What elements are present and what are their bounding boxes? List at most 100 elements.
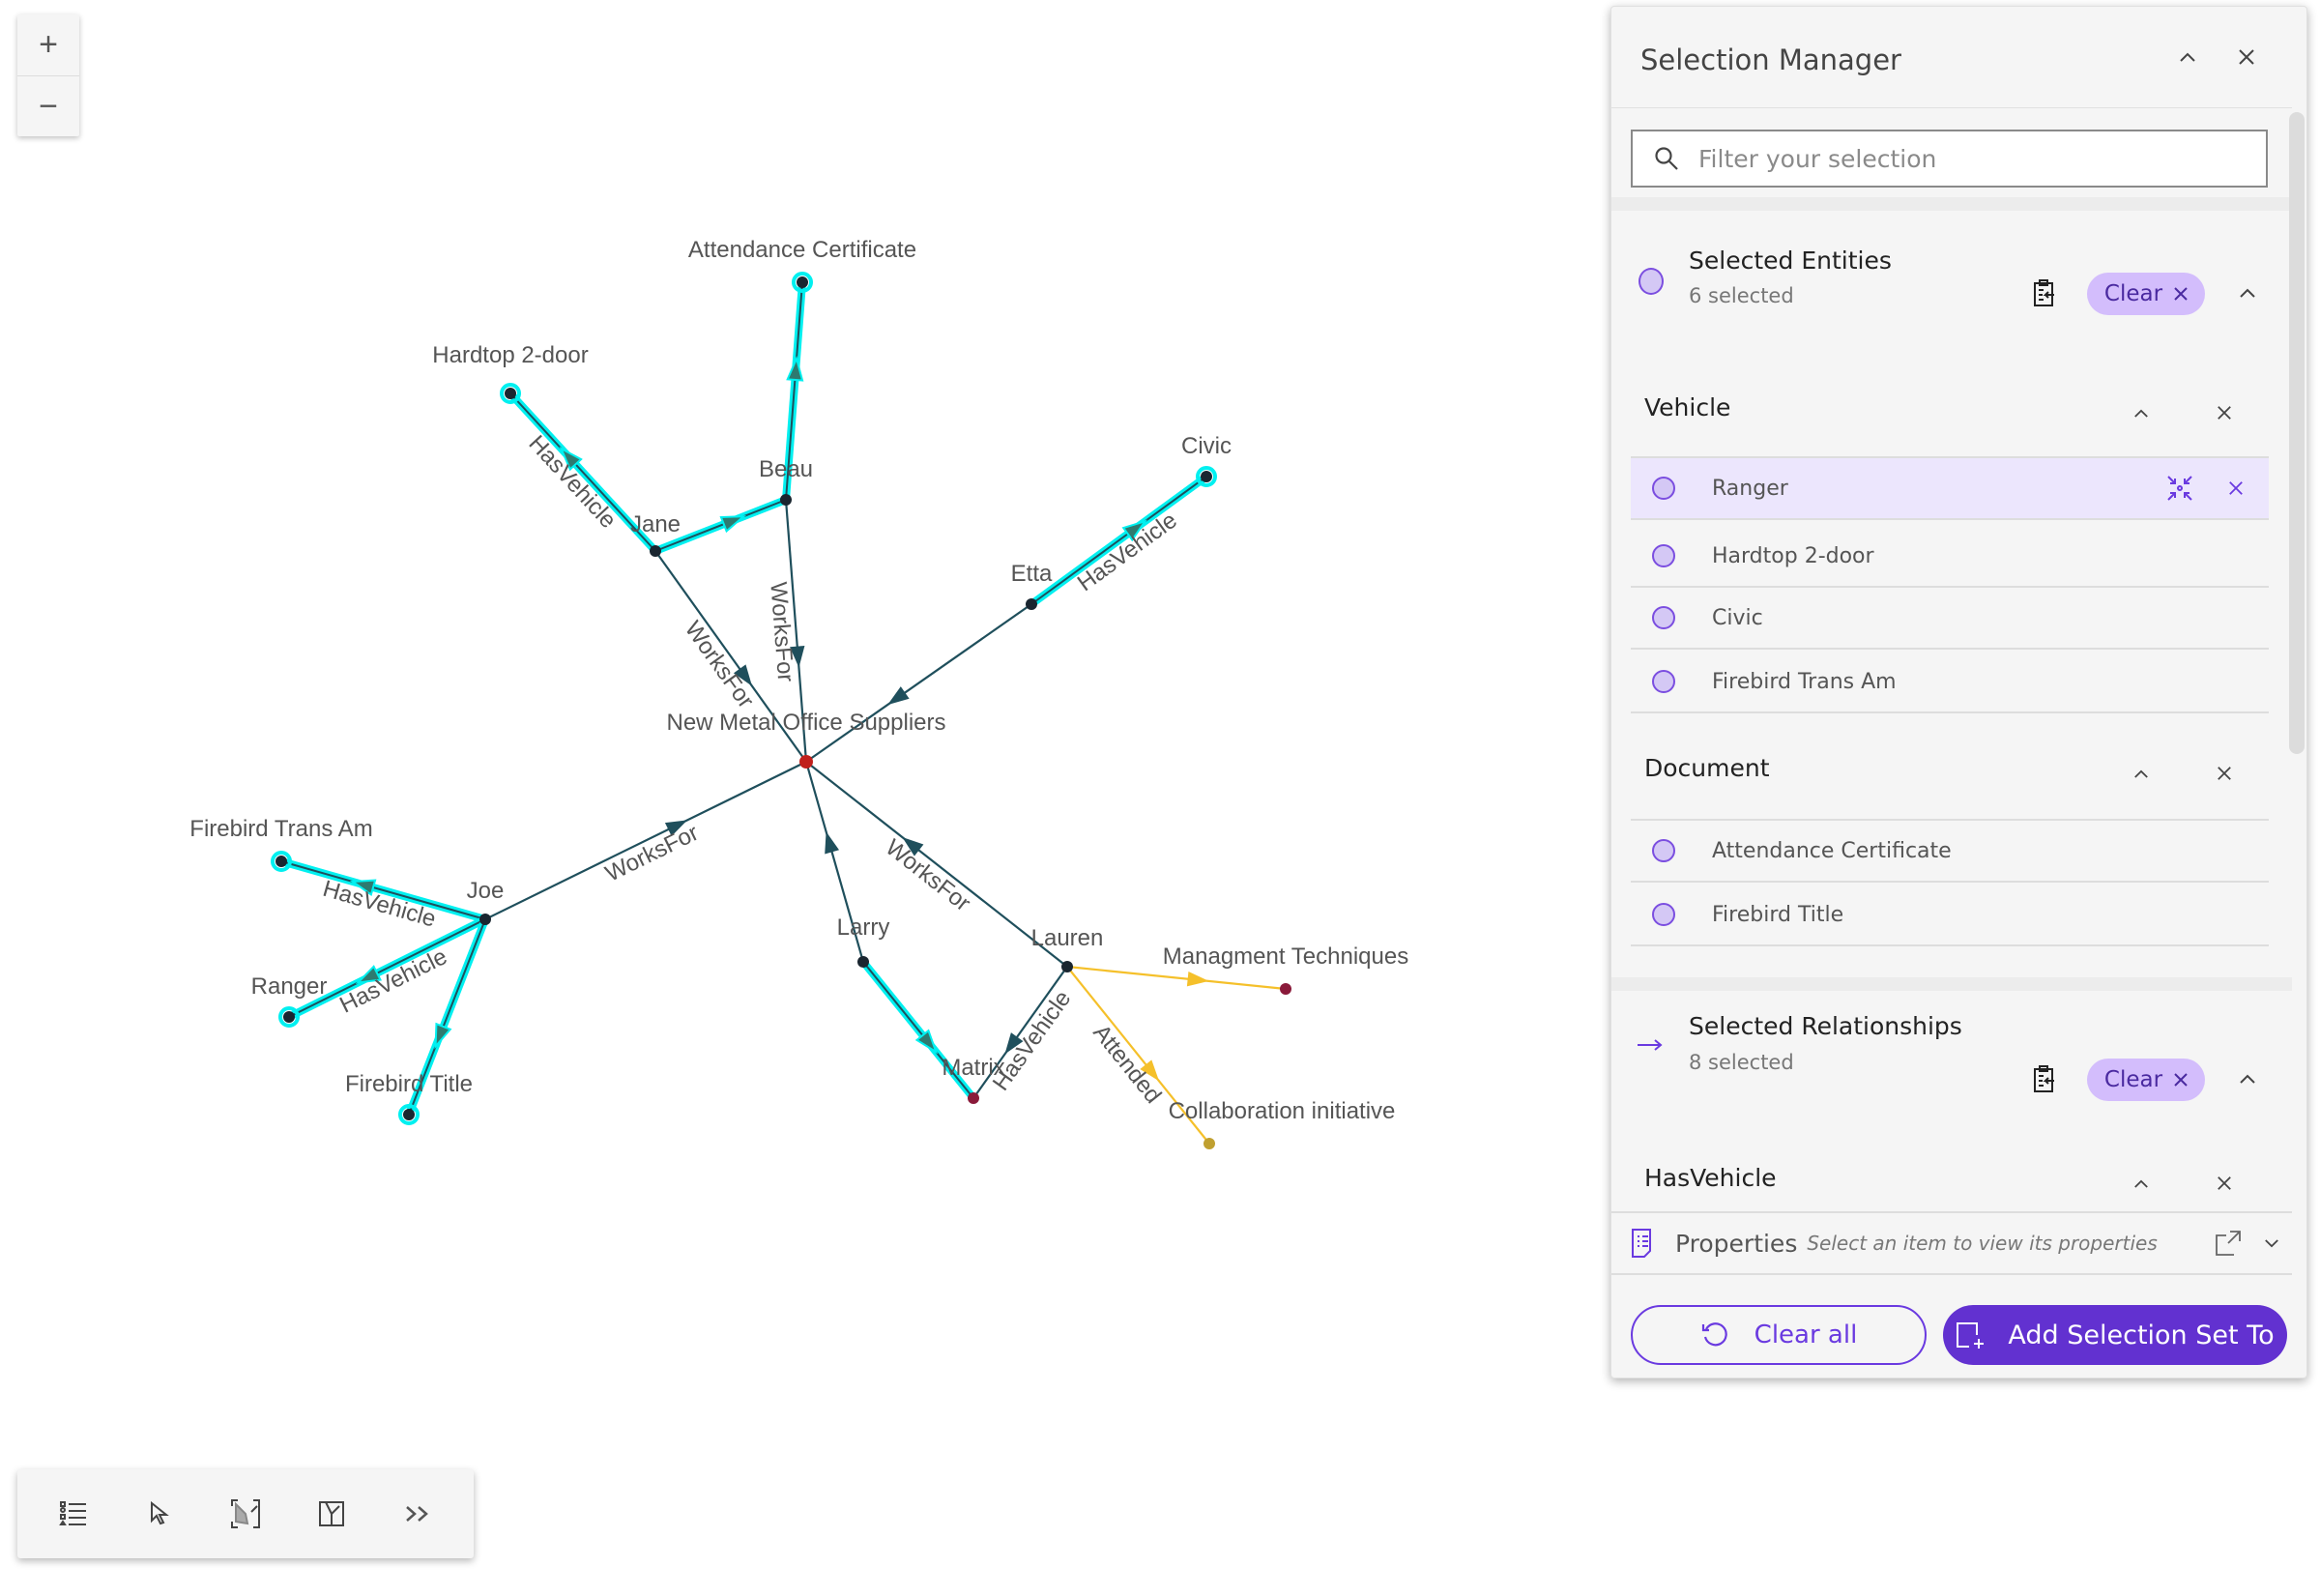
graph-node[interactable]: Collaboration initiative — [1169, 1098, 1396, 1149]
collapse-panel-button[interactable] — [2168, 38, 2207, 76]
lasso-select-button[interactable] — [221, 1490, 270, 1538]
open-properties-button[interactable] — [2209, 1224, 2248, 1262]
select-tool-button[interactable] — [135, 1490, 184, 1538]
node-label: Beau — [759, 456, 813, 482]
graph-node[interactable]: New Metal Office Suppliers — [666, 710, 946, 769]
zoom-to-item-button[interactable] — [2160, 469, 2199, 508]
list-item[interactable]: Civic — [1631, 588, 2269, 650]
vehicle-icon — [1652, 606, 1675, 629]
node-label: Lauren — [1031, 925, 1104, 951]
graph-node[interactable]: Jane — [630, 511, 681, 557]
graph-node[interactable]: Beau — [759, 456, 813, 506]
layout-icon — [318, 1501, 344, 1526]
add-selection-set-button[interactable]: Add Selection Set To — [1943, 1305, 2287, 1365]
properties-hint: Select an item to view its properties — [1807, 1232, 2158, 1255]
edge-arrow — [719, 515, 747, 534]
chevron-up-icon — [2240, 288, 2255, 298]
graph-edge[interactable] — [805, 603, 1032, 763]
graph-edge[interactable] — [782, 278, 806, 504]
legend-list-button[interactable] — [49, 1490, 98, 1538]
graph-node[interactable]: Joe — [467, 878, 505, 925]
chevron-up-icon — [2180, 52, 2195, 62]
entity-type-icon — [1638, 268, 1664, 295]
paste-relationships-button[interactable] — [2025, 1059, 2064, 1098]
collapse-vehicle-button[interactable] — [2122, 393, 2160, 432]
close-icon — [2174, 1073, 2188, 1087]
edge-arrow — [355, 965, 383, 984]
graph-edge[interactable]: HasVehicle — [277, 857, 489, 933]
clipboard-icon — [2034, 279, 2054, 306]
list-item[interactable]: Attendance Certificate — [1631, 821, 2269, 883]
selected-relationships-title: Selected Relationships — [1689, 1012, 1962, 1040]
layout-button[interactable] — [307, 1490, 356, 1538]
zoom-controls: + − — [17, 15, 79, 136]
remove-document-group-button[interactable] — [2205, 754, 2244, 793]
graph-node[interactable]: Matrix — [942, 1055, 1005, 1104]
node-selection-ring — [500, 383, 521, 404]
collapse-relationships-button[interactable] — [2228, 1059, 2267, 1098]
graph-node[interactable]: Larry — [837, 914, 890, 968]
graph-node[interactable]: Firebird Title — [345, 1071, 473, 1125]
graph-node[interactable]: Hardtop 2-door — [432, 342, 589, 404]
node-dot — [1026, 598, 1037, 610]
node-dot — [857, 956, 869, 968]
remove-vehicle-group-button[interactable] — [2205, 393, 2244, 432]
graph-node[interactable]: Attendance Certificate — [688, 237, 916, 293]
vehicle-icon — [1652, 544, 1675, 567]
edge-label: Attended — [1088, 1020, 1166, 1109]
remove-item-button[interactable] — [2217, 469, 2255, 508]
properties-title: Properties — [1675, 1229, 1798, 1258]
graph-node[interactable]: Etta — [1011, 561, 1053, 610]
list-item[interactable]: Ranger — [1631, 458, 2269, 520]
clear-all-button[interactable]: Clear all — [1631, 1305, 1927, 1365]
list-item[interactable]: Hardtop 2-door — [1631, 526, 2269, 588]
close-panel-button[interactable] — [2227, 38, 2266, 76]
graph-node[interactable]: Ranger — [251, 973, 328, 1028]
node-label: Managment Techniques — [1163, 943, 1408, 970]
node-dot — [1201, 471, 1212, 482]
divider — [1611, 197, 2292, 211]
more-tools-button[interactable] — [393, 1490, 442, 1538]
edge-label: HasVehicle — [523, 430, 621, 534]
edge-arrow — [664, 820, 688, 836]
panel-scrollbar[interactable] — [2289, 112, 2305, 754]
zoom-in-button[interactable]: + — [39, 26, 58, 63]
chevron-down-icon — [2265, 1238, 2278, 1247]
clear-entities-button[interactable]: Clear — [2087, 273, 2205, 315]
graph-edge[interactable] — [405, 915, 489, 1118]
edge-label: HasVehicle — [1073, 508, 1182, 597]
list-item[interactable]: Firebird Title — [1631, 885, 2269, 946]
node-dot — [797, 276, 808, 288]
paste-selection-button[interactable] — [2025, 274, 2064, 312]
remove-hasvehicle-group-button[interactable] — [2205, 1164, 2244, 1203]
node-label: Civic — [1181, 433, 1232, 459]
graph-edge[interactable] — [652, 496, 790, 555]
graph-node[interactable]: Firebird Trans Am — [189, 816, 373, 872]
zoom-out-button[interactable]: − — [17, 75, 79, 137]
chevron-up-icon — [2134, 769, 2148, 778]
edge-line — [862, 961, 974, 1099]
graph-edge[interactable] — [1066, 965, 1287, 991]
collapse-entities-button[interactable] — [2228, 274, 2267, 312]
edge-arrow — [733, 664, 753, 686]
graph-edge[interactable]: WorksFor — [484, 761, 807, 920]
graph-node[interactable]: Lauren — [1031, 925, 1104, 972]
graph-node[interactable]: Managment Techniques — [1163, 943, 1408, 995]
collapse-document-button[interactable] — [2122, 754, 2160, 793]
graph-edge[interactable] — [859, 958, 977, 1102]
expand-properties-button[interactable] — [2257, 1224, 2286, 1262]
edge-arrow — [902, 837, 924, 856]
list-item[interactable]: Firebird Trans Am — [1631, 652, 2269, 713]
collapse-hasvehicle-button[interactable] — [2122, 1164, 2160, 1203]
group-title-hasvehicle: HasVehicle — [1644, 1164, 1777, 1192]
filter-selection-input[interactable] — [1696, 143, 2242, 174]
edge-line — [484, 761, 807, 920]
graph-edge[interactable] — [804, 761, 865, 963]
properties-bar[interactable]: Properties Select an item to view its pr… — [1611, 1211, 2292, 1275]
close-icon — [2218, 406, 2231, 420]
graph-node[interactable]: Civic — [1181, 433, 1232, 487]
edge-arrow — [887, 686, 910, 706]
graph-edge[interactable]: HasVehicle — [1028, 473, 1210, 608]
clear-relationships-button[interactable]: Clear — [2087, 1059, 2205, 1101]
